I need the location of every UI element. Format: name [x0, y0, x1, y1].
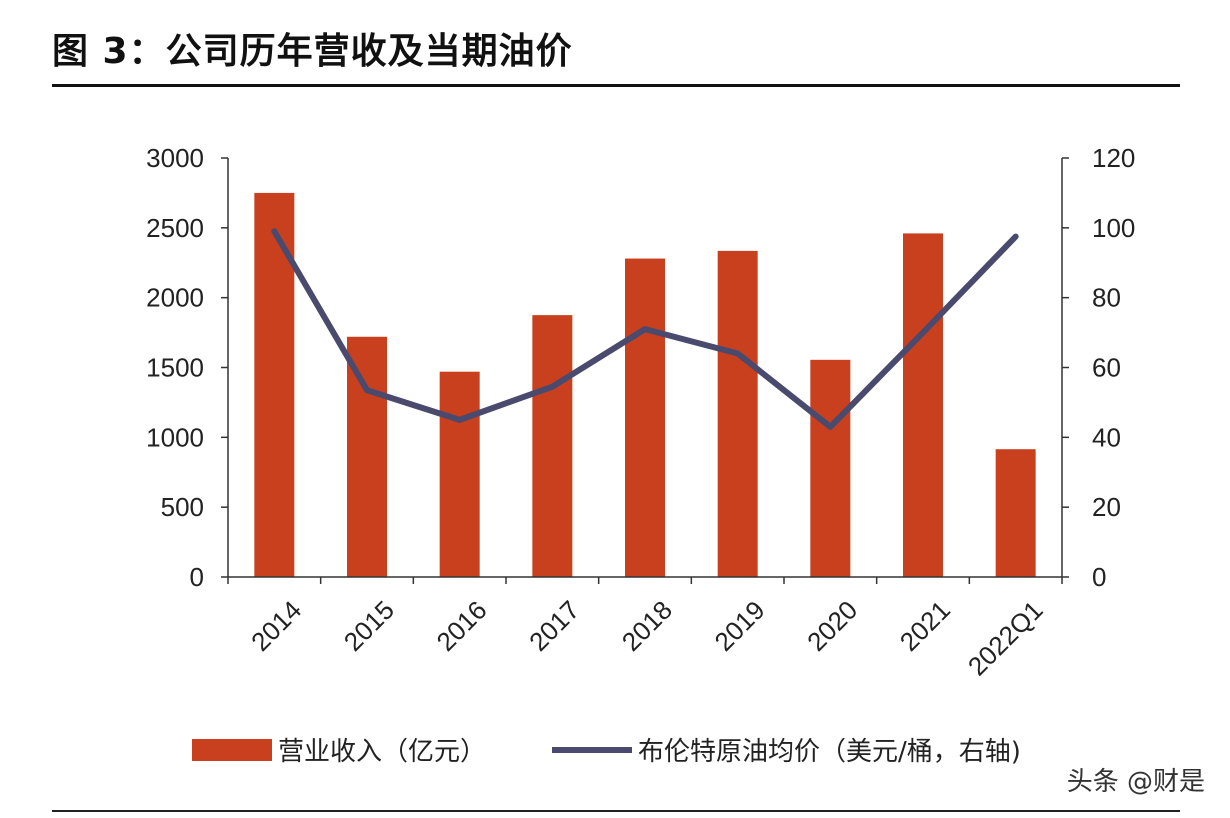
- bar-2016: [439, 371, 480, 577]
- legend-swatch-revenue: [192, 739, 272, 761]
- y-left-tick-label: 1000: [146, 422, 204, 452]
- figure-title: 图 3：公司历年营收及当期油价: [52, 31, 573, 72]
- y-right-tick-label: 100: [1092, 213, 1135, 243]
- x-tick-label: 2018: [616, 595, 678, 657]
- y-left-tick-label: 3000: [146, 143, 204, 173]
- bar-2017: [532, 315, 573, 577]
- x-tick-label: 2020: [801, 595, 863, 657]
- x-axis-ticks: 2014 2015 2016 2017 2018 2019 2020 2021 2022Q1: [245, 595, 1048, 682]
- y-right-tick-label: 20: [1092, 492, 1121, 522]
- legend-label-oil: 布伦特原油均价（美元/桶，右轴): [638, 737, 1021, 767]
- legend: 营业收入（亿元） 布伦特原油均价（美元/桶，右轴): [192, 737, 1021, 767]
- bottom-rule: [52, 810, 1180, 812]
- bar-2021: [903, 233, 943, 578]
- y-right-tick-label: 0: [1092, 562, 1106, 592]
- y-left-tick-label: 2000: [146, 283, 204, 313]
- legend-label-revenue: 营业收入（亿元）: [278, 737, 486, 767]
- title-rule: [52, 84, 1180, 87]
- bar-2020: [810, 359, 851, 577]
- watermark: 头条 @财是: [1067, 767, 1205, 797]
- x-tick-label: 2014: [245, 595, 307, 657]
- y-right-tick-label: 60: [1092, 353, 1121, 383]
- y-right-tick-label: 40: [1092, 422, 1121, 452]
- y-right-tick-label: 80: [1092, 283, 1121, 313]
- oil-price-line: [271, 228, 1019, 430]
- y-left-tick-label: 1500: [146, 353, 204, 383]
- x-tick-label: 2016: [431, 595, 493, 657]
- x-tick-label: 2021: [894, 595, 956, 657]
- bar-2015: [347, 336, 387, 577]
- y-left-tick-label: 500: [161, 492, 204, 522]
- y-right-tick-label: 120: [1092, 143, 1135, 173]
- bar-2022Q1: [995, 449, 1036, 577]
- x-tick-label: 2022Q1: [962, 595, 1049, 682]
- axes: 0 500 1000 1500 2000 2500 3000 0 20 40 60 80 100 120: [146, 143, 1135, 592]
- x-tick-label: 2015: [338, 595, 400, 657]
- x-tick-label: 2019: [709, 595, 771, 657]
- bar-series: [254, 192, 1036, 578]
- line-series: [271, 228, 1019, 430]
- bar-2019: [717, 250, 758, 577]
- y-left-tick-label: 0: [190, 562, 204, 592]
- x-tick-label: 2017: [523, 595, 585, 657]
- y-left-tick-label: 2500: [146, 213, 204, 243]
- bar-2018: [625, 258, 665, 577]
